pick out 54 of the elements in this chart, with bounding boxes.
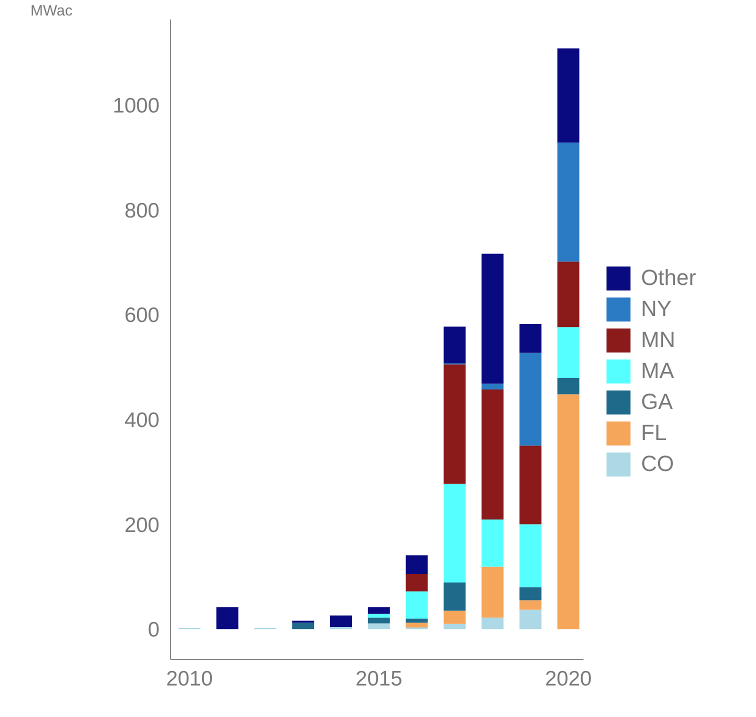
bar bbox=[519, 352, 542, 446]
bar bbox=[292, 622, 314, 630]
bar bbox=[368, 614, 390, 618]
bar bbox=[368, 607, 390, 614]
bar bbox=[557, 378, 580, 394]
bar bbox=[519, 610, 542, 630]
bar bbox=[482, 390, 504, 520]
bar bbox=[482, 618, 504, 630]
bar bbox=[216, 607, 238, 630]
x-tick-label: 2010 bbox=[166, 668, 213, 690]
bar bbox=[482, 566, 504, 618]
bar bbox=[444, 610, 466, 624]
bar bbox=[444, 624, 466, 630]
legend-label: MN bbox=[641, 327, 676, 353]
bar bbox=[406, 618, 428, 623]
bar bbox=[368, 618, 390, 624]
bar bbox=[406, 591, 428, 619]
y-tick-label: 800 bbox=[124, 199, 160, 222]
bar bbox=[406, 622, 428, 628]
bar bbox=[444, 582, 466, 611]
bar bbox=[406, 555, 428, 574]
y-tick-label: 600 bbox=[124, 304, 160, 328]
bar bbox=[482, 254, 504, 384]
y-tick-label: 200 bbox=[124, 514, 160, 537]
bar bbox=[557, 142, 580, 262]
bar bbox=[557, 327, 580, 378]
bar bbox=[557, 394, 580, 630]
legend-label: FL bbox=[641, 420, 667, 446]
bar bbox=[444, 326, 466, 364]
bar bbox=[519, 324, 542, 353]
bar bbox=[482, 520, 504, 567]
y-tick-label: 0 bbox=[148, 618, 160, 642]
bar bbox=[519, 587, 542, 600]
legend-label: GA bbox=[641, 389, 673, 415]
x-tick-label: 2020 bbox=[544, 668, 592, 690]
y-tick-label: 1000 bbox=[112, 94, 160, 118]
bar bbox=[557, 48, 580, 143]
y-axis-title: MWac bbox=[30, 2, 73, 20]
x-tick-label: 2015 bbox=[356, 668, 402, 690]
bar bbox=[519, 600, 542, 610]
bar bbox=[444, 484, 466, 582]
bar bbox=[330, 615, 352, 627]
legend-label: Other bbox=[641, 265, 696, 291]
bar bbox=[482, 384, 504, 390]
legend-label: CO bbox=[641, 451, 674, 477]
y-tick-label: 400 bbox=[124, 408, 160, 432]
bar bbox=[406, 574, 428, 592]
bar bbox=[519, 524, 542, 588]
bar bbox=[368, 623, 390, 630]
bar bbox=[519, 446, 542, 524]
legend-label: NY bbox=[641, 296, 672, 322]
bar bbox=[444, 364, 466, 484]
bar bbox=[557, 262, 580, 328]
legend-label: MA bbox=[641, 358, 674, 384]
